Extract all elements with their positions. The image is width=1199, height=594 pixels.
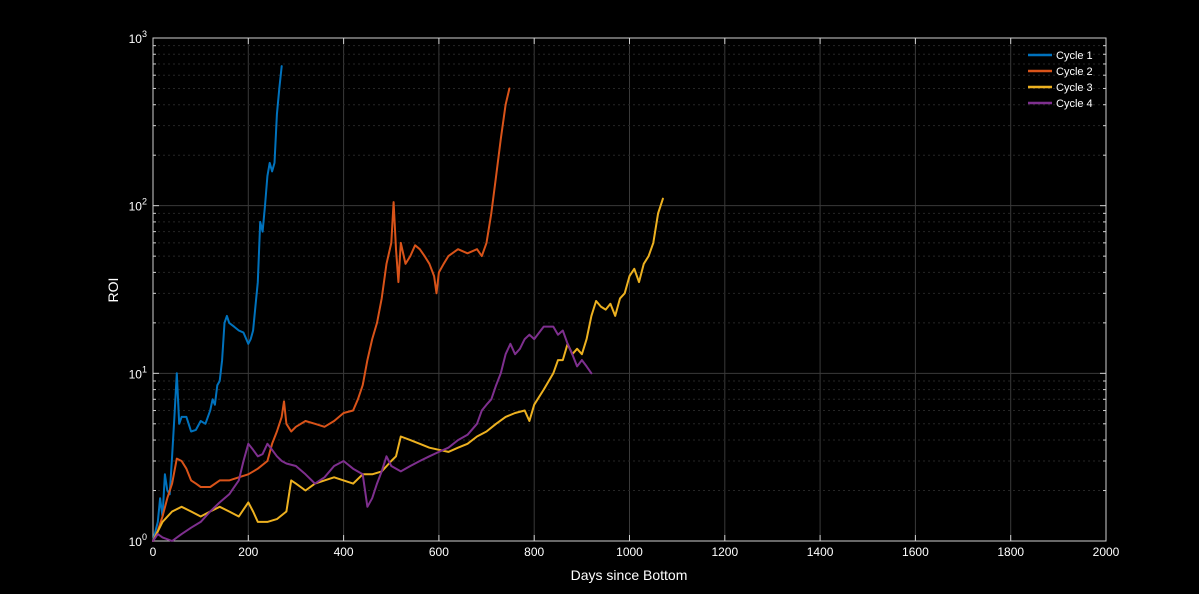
series-line-cycle-3 bbox=[152, 197, 664, 542]
y-tick-exponent: 2 bbox=[142, 197, 147, 207]
x-axis-label: Days since Bottom bbox=[571, 567, 688, 583]
x-tick-label: 1000 bbox=[616, 545, 643, 559]
series-lines bbox=[152, 65, 664, 542]
x-tick-label: 0 bbox=[150, 545, 157, 559]
legend: Cycle 1 Cycle 2 Cycle 3 Cycle 4 bbox=[1028, 50, 1093, 110]
y-tick-exponent: 0 bbox=[142, 532, 147, 542]
x-tick-label: 2000 bbox=[1093, 545, 1120, 559]
x-tick-label: 600 bbox=[429, 545, 449, 559]
x-tick-label: 1800 bbox=[997, 545, 1024, 559]
legend-label-cycle-2: Cycle 2 bbox=[1056, 66, 1093, 78]
y-tick-base: 10 bbox=[129, 367, 143, 381]
y-tick-exponent: 3 bbox=[142, 29, 147, 39]
y-tick-base: 10 bbox=[129, 200, 143, 214]
series-line-cycle-2 bbox=[152, 87, 511, 542]
x-tick-labels: 0 200 400 600 800 1000 1200 1400 1600 1800 2000 bbox=[150, 545, 1120, 559]
y-tick-exponent: 1 bbox=[142, 364, 147, 374]
y-tick-label: 102 bbox=[129, 197, 147, 214]
series-line-cycle-1 bbox=[152, 65, 283, 542]
legend-label-cycle-4: Cycle 4 bbox=[1056, 98, 1093, 110]
y-tick-label: 101 bbox=[129, 364, 147, 381]
y-tick-label: 103 bbox=[129, 29, 147, 46]
legend-label-cycle-3: Cycle 3 bbox=[1056, 82, 1093, 94]
x-tick-label: 1400 bbox=[807, 545, 834, 559]
y-tick-base: 10 bbox=[129, 535, 143, 549]
series-line-cycle-4 bbox=[152, 325, 593, 542]
gridlines bbox=[153, 38, 1106, 541]
x-tick-label: 1200 bbox=[711, 545, 738, 559]
y-tick-base: 10 bbox=[129, 32, 143, 46]
x-tick-label: 800 bbox=[524, 545, 544, 559]
axis-ticks bbox=[152, 38, 1107, 542]
legend-label-cycle-1: Cycle 1 bbox=[1056, 50, 1093, 62]
y-axis-label: ROI bbox=[105, 278, 121, 303]
x-tick-label: 200 bbox=[238, 545, 258, 559]
x-tick-label: 1600 bbox=[902, 545, 929, 559]
x-tick-label: 400 bbox=[334, 545, 354, 559]
y-tick-label: 100 bbox=[129, 532, 147, 549]
